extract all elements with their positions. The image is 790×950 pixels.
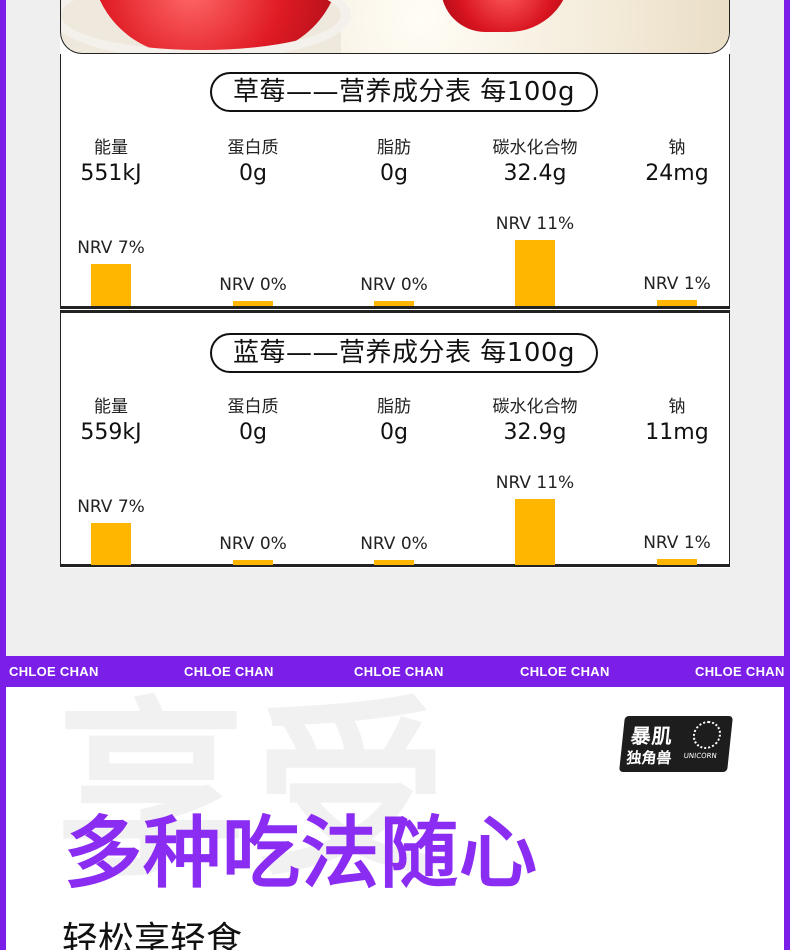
- brand-band: CHLOE CHAN CHLOE CHAN CHLOE CHAN CHLOE C…: [0, 656, 790, 687]
- nutrient-sodium: 钠 24mg: [617, 136, 737, 188]
- nutrient-protein: 蛋白质 0g: [193, 395, 313, 447]
- section-headline: 多种吃法随心: [64, 809, 539, 899]
- logo-text-small: UNICORN: [683, 752, 718, 760]
- nrv-bar: [657, 559, 697, 565]
- nrv-label: NRV 11%: [495, 214, 575, 234]
- nutrient-label: 钠: [668, 138, 686, 158]
- brand-band-text: CHLOE CHAN: [695, 664, 785, 679]
- nrv-bar: [515, 499, 555, 565]
- nrv-label: NRV 1%: [643, 274, 711, 294]
- nrv-label: NRV 0%: [360, 534, 428, 554]
- table-title: 草莓——营养成分表 每100g: [210, 72, 598, 112]
- table-title: 蓝莓——营养成分表 每100g: [210, 333, 598, 373]
- nutrient-value: 32.4g: [503, 161, 567, 186]
- nrv-label: NRV 0%: [219, 275, 287, 295]
- nutrient-value: 24mg: [645, 161, 709, 186]
- brand-band-text: CHLOE CHAN: [9, 664, 99, 679]
- nutrient-label: 能量: [94, 397, 128, 417]
- nrv-bar: [515, 240, 555, 306]
- nrv-label: NRV 0%: [219, 534, 287, 554]
- nrv-label: NRV 1%: [643, 533, 711, 553]
- nutrient-label: 蛋白质: [227, 397, 279, 417]
- logo-text-sub: 独角兽: [625, 749, 673, 767]
- brand-band-text: CHLOE CHAN: [354, 664, 444, 679]
- nutrient-label: 脂肪: [377, 397, 411, 417]
- nrv-bar: [233, 301, 273, 306]
- section-subheadline: 轻松享轻食: [62, 920, 243, 950]
- nrv-bar: [374, 560, 414, 565]
- nutrient-protein: 蛋白质 0g: [193, 136, 313, 188]
- nutrient-energy: 能量 559kJ: [51, 395, 171, 447]
- brand-band-text: CHLOE CHAN: [520, 664, 610, 679]
- nutrient-label: 钠: [668, 397, 686, 417]
- nutrition-table-blueberry: 蓝莓——营养成分表 每100g 能量 559kJ 蛋白质 0g 脂肪 0g 碳水…: [60, 310, 730, 567]
- nrv-bar: [91, 523, 131, 565]
- jam-photo: [60, 0, 730, 54]
- nutrient-fat: 脂肪 0g: [334, 136, 454, 188]
- nutrient-sodium: 钠 11mg: [617, 395, 737, 447]
- nrv-label: NRV 0%: [360, 275, 428, 295]
- jam-bowl: [61, 0, 351, 53]
- nutrition-card: [60, 0, 730, 568]
- nutrient-carbs: 碳水化合物 32.9g: [475, 395, 595, 447]
- unicorn-icon: [691, 721, 723, 749]
- nrv-bar: [233, 560, 273, 565]
- brand-logo: 暴肌 独角兽 UNICORN: [619, 716, 733, 772]
- background-watermark-text: 享受: [56, 687, 457, 902]
- nutrient-value: 32.9g: [503, 420, 567, 445]
- nutrition-table-strawberry: 草莓——营养成分表 每100g 能量 551kJ 蛋白质 0g 脂肪 0g 碳水…: [60, 54, 730, 309]
- nutrient-value: 551kJ: [80, 161, 142, 186]
- nrv-label: NRV 11%: [495, 473, 575, 493]
- nutrient-value: 0g: [380, 161, 408, 186]
- nutrient-label: 碳水化合物: [492, 397, 578, 417]
- nutrient-fat: 脂肪 0g: [334, 395, 454, 447]
- nutrient-label: 能量: [94, 138, 128, 158]
- nutrient-carbs: 碳水化合物 32.4g: [475, 136, 595, 188]
- nrv-bar: [374, 301, 414, 306]
- nutrient-label: 脂肪: [377, 138, 411, 158]
- nutrient-value: 0g: [239, 420, 267, 445]
- nrv-label: NRV 7%: [77, 497, 145, 517]
- nutrient-value: 0g: [380, 420, 408, 445]
- nrv-bar: [91, 264, 131, 306]
- nutrient-label: 蛋白质: [227, 138, 279, 158]
- serving-section: 享受 暴肌 独角兽 UNICORN 多种吃法随心 轻松享轻食: [6, 687, 784, 950]
- nutrient-value: 11mg: [645, 420, 709, 445]
- nutrient-value: 0g: [239, 161, 267, 186]
- nutrient-energy: 能量 551kJ: [51, 136, 171, 188]
- nutrient-value: 559kJ: [80, 420, 142, 445]
- logo-text-main: 暴肌: [629, 724, 675, 748]
- brand-band-text: CHLOE CHAN: [184, 664, 274, 679]
- nutrient-label: 碳水化合物: [492, 138, 578, 158]
- nrv-bar: [657, 300, 697, 306]
- nrv-label: NRV 7%: [77, 238, 145, 258]
